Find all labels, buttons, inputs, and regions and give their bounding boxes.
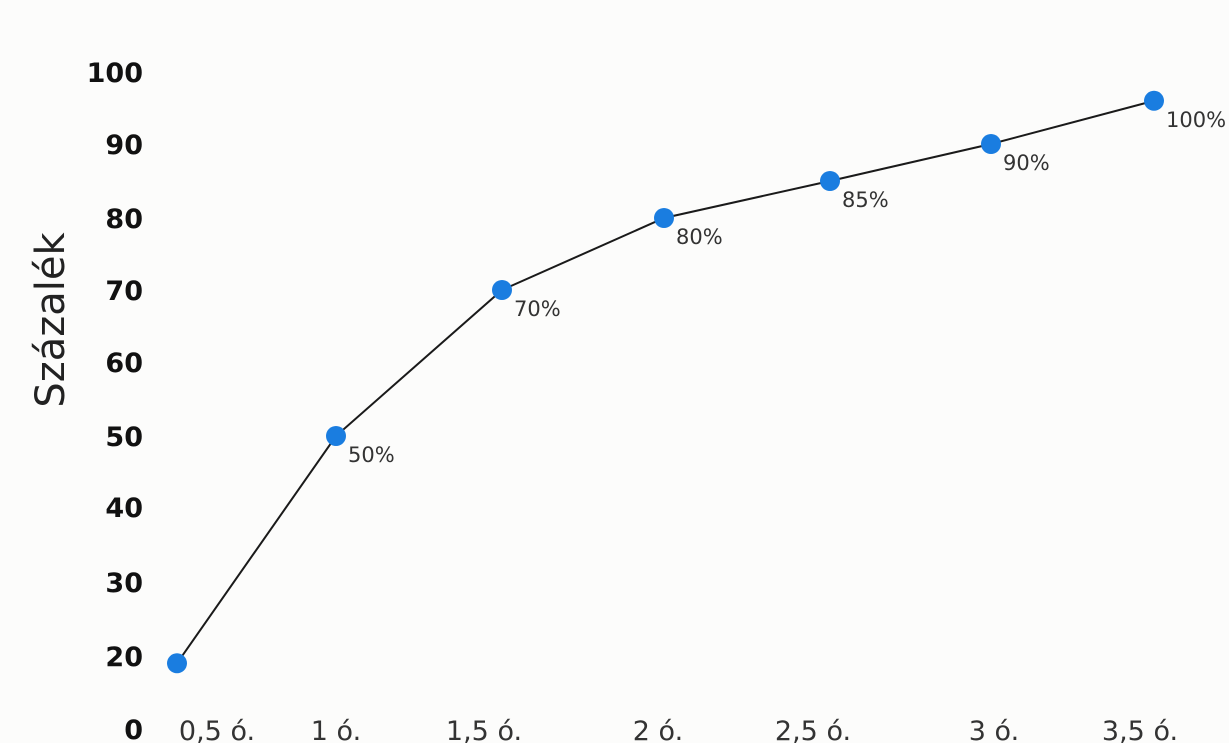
x-tick-label: 0,5 ó. [179, 716, 255, 743]
data-point [654, 208, 674, 228]
data-point [492, 280, 512, 300]
data-point [326, 426, 346, 446]
y-tick-label: 100 [87, 58, 143, 89]
data-point [1144, 90, 1164, 111]
series-line [176, 99, 1155, 664]
y-tick-label: 50 [105, 422, 143, 453]
data-point [167, 653, 187, 674]
x-tick-label: 2,5 ó. [775, 716, 851, 743]
data-label: 90% [1003, 151, 1050, 175]
y-tick-label: 0 [124, 715, 143, 743]
y-tick-label: 80 [105, 204, 143, 235]
x-tick-label: 2 ó. [633, 716, 683, 743]
data-point [981, 134, 1001, 154]
data-label: 70% [514, 297, 561, 321]
x-tick-label: 3,5 ó. [1102, 716, 1178, 743]
data-label: 50% [348, 443, 395, 467]
y-axis-label: Százalék [28, 232, 74, 408]
data-label: 100% [1166, 108, 1226, 132]
y-tick-label: 30 [105, 568, 143, 599]
x-tick-label: 3 ó. [969, 716, 1019, 743]
y-tick-label: 40 [105, 493, 143, 524]
data-point [820, 171, 840, 191]
data-label: 85% [842, 188, 889, 212]
y-tick-label: 90 [105, 130, 143, 161]
x-tick-label: 1 ó. [311, 716, 361, 743]
data-label: 80% [676, 225, 723, 249]
x-tick-label: 1,5 ó. [446, 716, 522, 743]
y-tick-label: 20 [105, 642, 143, 673]
y-tick-label: 60 [105, 348, 143, 379]
y-tick-label: 70 [105, 276, 143, 307]
